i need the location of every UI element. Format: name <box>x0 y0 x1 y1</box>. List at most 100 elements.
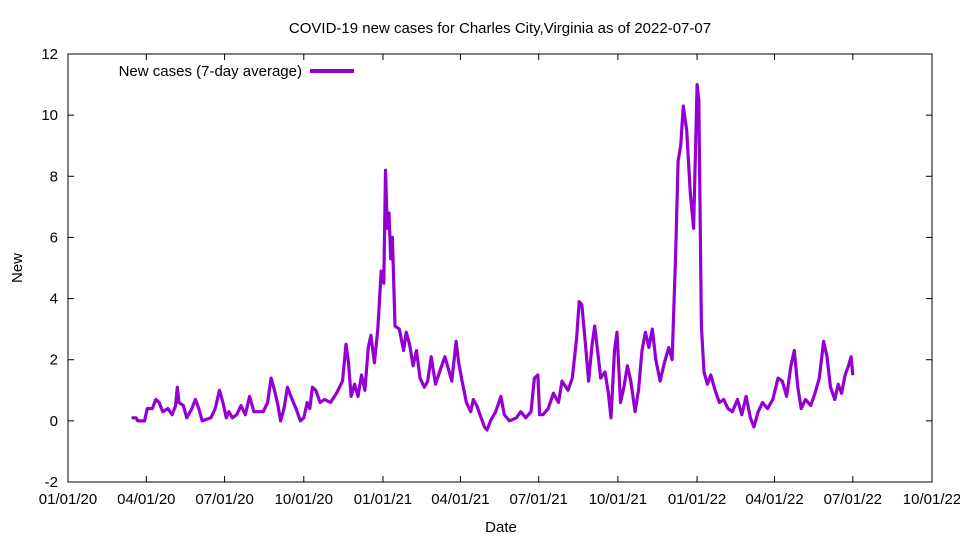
data-point <box>731 411 734 413</box>
x-axis-ticks: 01/01/20 04/01/20 07/01/20 10/01/20 01/01/21… <box>39 54 960 508</box>
data-point <box>596 346 598 349</box>
data-point <box>539 414 541 416</box>
data-point <box>175 405 177 407</box>
y-tick-label: 8 <box>50 168 58 185</box>
data-point <box>637 389 640 391</box>
data-point <box>186 417 188 419</box>
data-point <box>677 160 679 162</box>
data-point <box>178 401 180 404</box>
data-point <box>781 380 783 382</box>
data-point <box>470 411 472 413</box>
data-point <box>476 405 478 407</box>
data-point <box>623 386 625 388</box>
x-tick-label: 01/01/20 <box>39 491 97 508</box>
data-point <box>398 328 400 330</box>
data-point <box>461 380 463 382</box>
x-tick-label: 01/01/21 <box>354 491 412 508</box>
data-point <box>745 395 747 397</box>
data-point <box>394 325 396 327</box>
data-point <box>144 420 146 422</box>
data-point <box>648 346 650 349</box>
data-point <box>455 340 457 342</box>
data-point <box>576 337 578 339</box>
data-point <box>360 374 363 376</box>
data-point <box>594 325 596 327</box>
data-point <box>270 377 272 379</box>
data-point <box>434 383 437 385</box>
data-point <box>772 398 774 401</box>
y-tick-label: 0 <box>50 413 58 430</box>
data-point <box>613 349 616 352</box>
data-point <box>253 411 255 413</box>
data-point <box>753 426 755 428</box>
x-tick-label: 01/01/22 <box>668 491 726 508</box>
data-point <box>682 105 684 107</box>
data-point <box>458 362 460 364</box>
data-point <box>604 371 606 373</box>
data-point <box>651 328 653 330</box>
y-tick-label: 4 <box>50 291 58 308</box>
data-point <box>686 129 688 131</box>
x-tick-label: 10/01/21 <box>589 491 647 508</box>
data-point <box>655 359 657 361</box>
data-point <box>515 417 518 419</box>
data-point <box>273 389 276 391</box>
data-point <box>386 227 388 229</box>
data-point <box>409 343 411 345</box>
data-point <box>155 398 157 401</box>
data-point <box>489 420 492 422</box>
data-point <box>131 417 133 419</box>
data-point <box>500 395 502 397</box>
data-point <box>377 328 379 330</box>
data-point <box>800 408 802 410</box>
data-point <box>262 411 264 413</box>
data-point <box>508 420 511 422</box>
data-point <box>757 411 759 413</box>
y-tick-label: 6 <box>50 229 58 246</box>
data-point <box>718 401 721 404</box>
data-point <box>162 411 164 413</box>
data-point <box>391 236 393 238</box>
data-point <box>644 331 647 333</box>
data-point <box>347 362 350 364</box>
data-point <box>693 227 695 229</box>
data-point <box>311 386 313 388</box>
data-point <box>210 417 212 419</box>
data-point <box>390 258 392 260</box>
data-point <box>700 325 703 327</box>
data-point <box>810 405 812 407</box>
data-point <box>790 365 792 367</box>
x-tick-label: 10/01/22 <box>903 491 960 508</box>
data-point <box>588 380 590 382</box>
data-point <box>634 411 636 413</box>
data-point <box>137 420 139 422</box>
data-point <box>367 346 369 349</box>
plot-border <box>67 53 933 483</box>
data-point <box>557 401 560 404</box>
data-point <box>290 395 292 397</box>
data-point <box>345 343 347 345</box>
data-point <box>198 408 200 410</box>
data-point <box>329 401 332 404</box>
data-point <box>403 349 405 352</box>
x-tick-label: 07/01/22 <box>824 491 882 508</box>
data-point <box>680 145 682 147</box>
data-point <box>383 282 385 284</box>
data-point <box>533 377 536 379</box>
data-point <box>837 383 839 385</box>
data-point <box>303 417 305 419</box>
data-point <box>804 398 807 401</box>
y-axis-label: New <box>9 253 26 283</box>
data-point <box>767 408 769 410</box>
data-point <box>698 99 700 101</box>
data-point <box>610 417 612 419</box>
data-point <box>158 401 160 404</box>
data-point <box>663 362 666 364</box>
data-point <box>829 386 832 388</box>
x-axis-label: Date <box>485 519 517 536</box>
data-point <box>280 420 282 422</box>
data-point <box>581 304 583 306</box>
x-tick-label: 07/01/20 <box>195 491 253 508</box>
data-point <box>710 374 712 376</box>
